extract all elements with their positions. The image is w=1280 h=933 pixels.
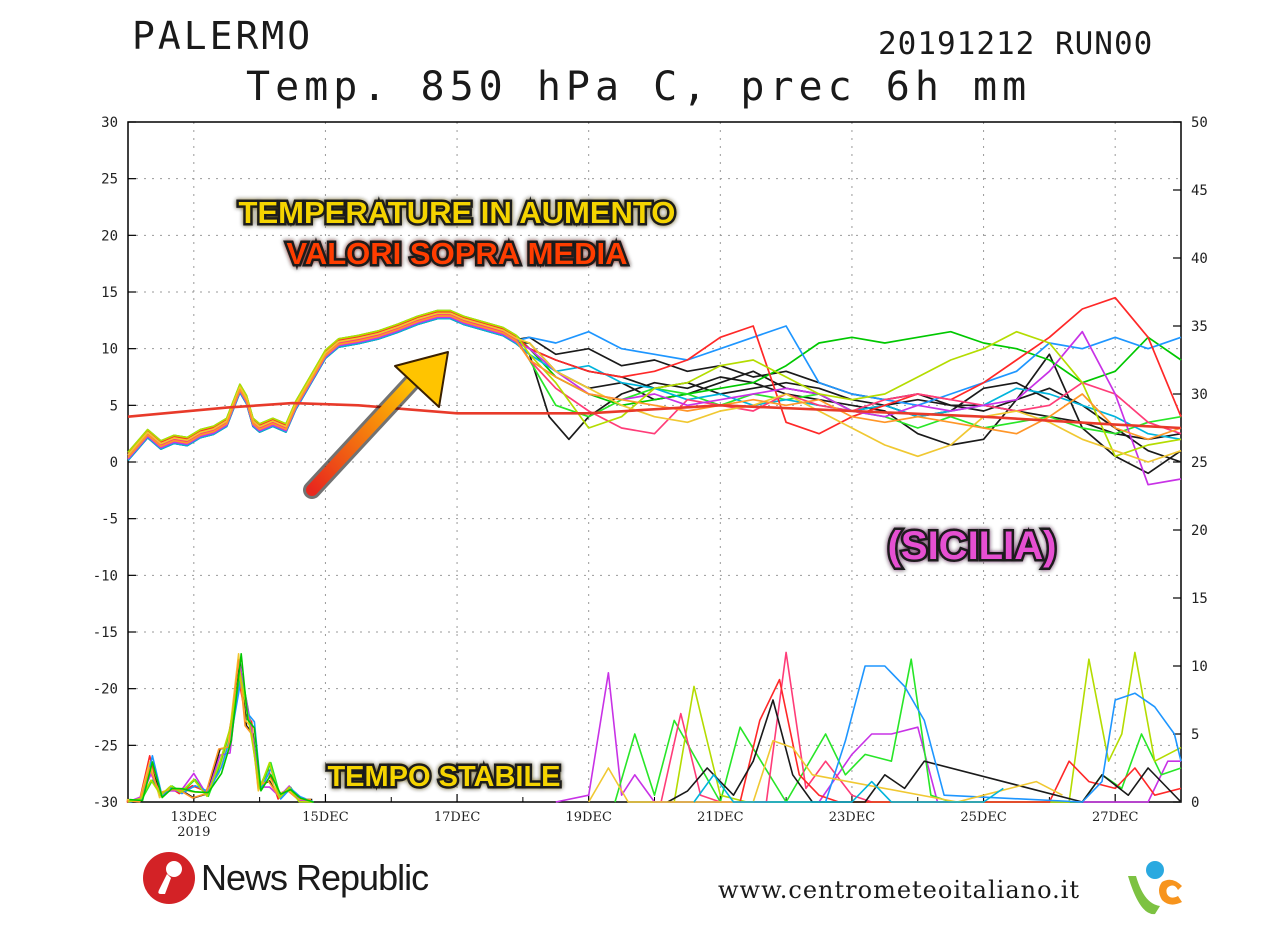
precip-line	[824, 665, 1182, 803]
precip-line	[667, 699, 1182, 803]
precip-line-early	[129, 653, 314, 803]
news-republic-wordmark: News Republic	[201, 857, 429, 898]
ytick-right-label: 25	[1191, 455, 1208, 471]
axes: 302520151050-5-10-15-20-25-3050454035302…	[93, 115, 1208, 840]
xtick-label: 23DEC	[829, 810, 875, 825]
xtick-label: 21DEC	[697, 810, 743, 825]
ytick-right-label: 45	[1191, 183, 1208, 199]
ytick-right-label: 40	[1191, 251, 1208, 267]
ytick-right-label: 0	[1191, 795, 1199, 811]
precip-line	[588, 740, 1063, 803]
ytick-left-label: -10	[93, 568, 118, 584]
ytick-right-label: 50	[1191, 115, 1208, 131]
ytick-left-label: 20	[101, 228, 118, 244]
ytick-left-label: -25	[93, 738, 118, 754]
ytick-right-label: 15	[1191, 591, 1208, 607]
temperature-series	[127, 296, 1182, 486]
ytick-right-label: 20	[1191, 523, 1208, 539]
precip-line	[673, 651, 1182, 803]
trend-arrow-head	[394, 351, 449, 408]
ytick-left-label: -20	[93, 682, 118, 698]
xtick-label: 15DEC	[302, 810, 348, 825]
climatology-line	[127, 401, 1182, 430]
headline-rising-temperatures: TEMPERATURE IN AUMENTO	[239, 195, 676, 230]
xtick-label: 27DEC	[1092, 810, 1138, 825]
ytick-left-label: 30	[101, 115, 118, 131]
precip-line	[693, 774, 1004, 803]
ytick-left-label: 0	[110, 455, 118, 471]
city-title: PALERMO	[132, 14, 314, 58]
precip-line	[660, 651, 872, 803]
news-republic-logo: News Republic	[143, 852, 429, 904]
xtick-label: 25DEC	[960, 810, 1006, 825]
ytick-left-label: 5	[110, 398, 118, 414]
temp-line	[127, 317, 1182, 475]
stable-weather-label: TEMPO STABILE	[327, 761, 560, 793]
ytick-right-label: 30	[1191, 387, 1208, 403]
headline-above-average: VALORI SOPRA MEDIA	[286, 236, 627, 271]
annotations: TEMPERATURE IN AUMENTO VALORI SOPRA MEDI…	[236, 193, 1059, 796]
ytick-right-label: 35	[1191, 319, 1208, 335]
temp-line	[127, 316, 1182, 486]
ytick-right-label: 5	[1191, 727, 1199, 743]
temp-line	[127, 312, 1182, 463]
ytick-left-label: 15	[101, 285, 118, 301]
precip-line	[555, 672, 1181, 803]
precip-line-early	[126, 659, 312, 803]
ytick-left-label: -30	[93, 795, 118, 811]
precip-line	[739, 678, 1182, 803]
chart-subtitle: Temp. 850 hPa C, prec 6h mm	[246, 64, 1032, 110]
grid	[128, 122, 1181, 802]
trend-arrow	[303, 351, 449, 499]
news-republic-icon	[143, 852, 195, 904]
temp-line	[127, 309, 1182, 458]
ytick-left-label: 10	[101, 342, 118, 358]
xtick-label: 17DEC	[434, 810, 480, 825]
region-label: (SICILIA)	[888, 524, 1057, 568]
trend-arrow-shaft	[306, 376, 418, 496]
website-url: www.centrometeoitaliano.it	[718, 876, 1081, 904]
xtick-sublabel: 2019	[177, 825, 210, 840]
xtick-label: 19DEC	[565, 810, 611, 825]
centrometeo-logo-icon	[1128, 861, 1182, 915]
precipitation-series	[126, 651, 1182, 803]
ytick-left-label: 25	[101, 172, 118, 188]
temp-line	[127, 317, 1182, 461]
ytick-left-label: -15	[93, 625, 118, 641]
ytick-left-label: -5	[101, 512, 118, 528]
ytick-right-label: 10	[1191, 659, 1208, 675]
xtick-label: 13DEC	[171, 810, 217, 825]
model-run-label: 20191212 RUN00	[878, 26, 1154, 62]
temp-line	[127, 315, 1182, 459]
